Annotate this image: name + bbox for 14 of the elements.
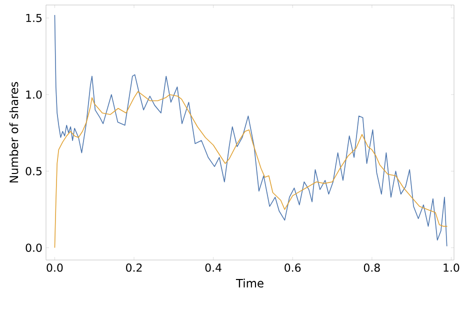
x-tick-label: 0.4 [205,264,222,272]
x-tick-label: 0.2 [126,264,142,272]
x-tick-label: 0.6 [284,264,301,272]
line-series [54,14,448,247]
y-tick-label: 1.0 [26,90,42,99]
x-tick-label: 1.0 [444,264,460,272]
y-tick-label: 1.5 [26,14,42,22]
y-tick-label: 0.0 [26,244,42,252]
line-series [54,91,448,248]
x-tick-label: 0.0 [46,264,63,272]
x-axis-title: Time [236,278,264,288]
y-axis-title: Number of shares [9,82,18,182]
y-tick-label: 0.5 [26,167,42,176]
x-tick-label: 0.8 [364,264,380,272]
